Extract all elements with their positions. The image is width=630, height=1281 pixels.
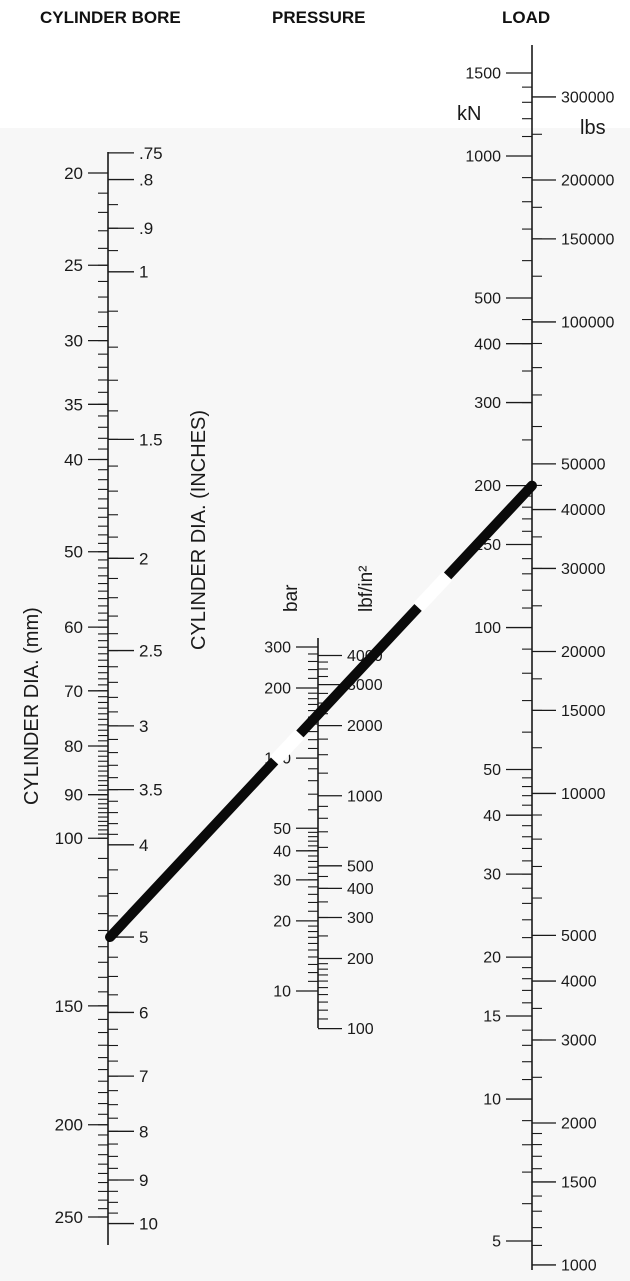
tick-label: 300000 (561, 90, 614, 107)
line-gap (413, 571, 453, 612)
tick-label: 2.5 (139, 641, 163, 660)
tick-label: 30 (273, 872, 291, 889)
tick-label: 500 (474, 291, 501, 308)
example-line (105, 480, 537, 943)
tick-label: 50 (483, 762, 501, 779)
tick-label: 5 (139, 928, 148, 947)
tick-label: 25 (64, 256, 83, 275)
pressure-scale: 3002001005040302010400030002000100050040… (264, 638, 383, 1038)
tick-label: 3 (139, 717, 148, 736)
tick-label: 20000 (561, 644, 606, 661)
tick-label: 35 (64, 395, 83, 414)
tick-label: 1500 (561, 1175, 597, 1192)
tick-label: 3000 (347, 677, 383, 694)
tick-label: 80 (64, 737, 83, 756)
tick-label: 3.5 (139, 781, 163, 800)
tick-label: 10 (483, 1092, 501, 1109)
psi-axis-label: lbf/in² (356, 566, 377, 612)
tick-label: 200 (347, 951, 374, 968)
load-header: LOAD (502, 8, 551, 27)
tick-label: 1000 (347, 788, 383, 805)
tick-label: 100 (347, 1021, 374, 1038)
tick-label: 300 (264, 640, 291, 657)
tick-label: 100 (474, 620, 501, 637)
tick-label: 1 (139, 263, 148, 282)
tick-label: 2000 (561, 1116, 597, 1133)
inches-axis-label: CYLINDER DIA. (INCHES) (188, 410, 210, 650)
tick-label: 1500 (465, 66, 501, 83)
tick-label: 250 (55, 1208, 83, 1227)
tick-label: 40 (64, 450, 83, 469)
mm-axis-label: CYLINDER DIA. (mm) (21, 607, 43, 805)
line-gap (269, 729, 305, 766)
tick-label: 6 (139, 1003, 148, 1022)
tick-label: 200 (474, 478, 501, 495)
tick-label: 40 (483, 808, 501, 825)
tick-label: 4 (139, 836, 148, 855)
tick-label: 100000 (561, 315, 614, 332)
tick-label: 300 (347, 910, 374, 927)
tick-label: 60 (64, 618, 83, 637)
tick-label: .9 (139, 219, 153, 238)
lbs-unit-label: lbs (580, 117, 606, 139)
tick-label: 500 (347, 858, 374, 875)
bore-header: CYLINDER BORE (40, 8, 181, 27)
tick-label: 400 (474, 336, 501, 353)
tick-label: 50 (273, 821, 291, 838)
bore-scale: 20253035405060708090100150200250.75.8.91… (55, 144, 163, 1245)
tick-label: 8 (139, 1122, 148, 1141)
kn-unit-label: kN (457, 103, 481, 125)
tick-label: 1000 (561, 1258, 597, 1275)
tick-label: 30 (483, 867, 501, 884)
tick-label: 30 (64, 332, 83, 351)
tick-label: 2000 (347, 718, 383, 735)
tick-label: 5000 (561, 928, 597, 945)
tick-label: 400 (347, 881, 374, 898)
tick-label: 4000 (561, 974, 597, 991)
tick-label: 40000 (561, 502, 606, 519)
bar-axis-label: bar (281, 584, 302, 612)
tick-label: 40 (273, 843, 291, 860)
tick-label: 2 (139, 549, 148, 568)
tick-label: 20 (273, 913, 291, 930)
tick-label: 150 (55, 997, 83, 1016)
tick-label: 15000 (561, 703, 606, 720)
tick-label: 9 (139, 1171, 148, 1190)
tick-label: 50 (64, 543, 83, 562)
pressure-header: PRESSURE (272, 8, 366, 27)
tick-label: 200000 (561, 173, 614, 190)
tick-label: 200 (55, 1116, 83, 1135)
tick-label: 20 (64, 164, 83, 183)
tick-label: .8 (139, 171, 153, 190)
tick-label: 200 (264, 681, 291, 698)
tick-label: 10000 (561, 786, 606, 803)
tick-label: 5 (492, 1234, 501, 1251)
tick-label: 70 (64, 682, 83, 701)
tick-label: 3000 (561, 1033, 597, 1050)
tick-label: .75 (139, 144, 163, 163)
tick-label: 150000 (561, 231, 614, 248)
tick-label: 1000 (465, 149, 501, 166)
tick-label: 30000 (561, 561, 606, 578)
example-reading-line (105, 480, 537, 943)
tick-label: 20 (483, 950, 501, 967)
tick-label: 7 (139, 1067, 148, 1086)
tick-label: 90 (64, 786, 83, 805)
tick-label: 1.5 (139, 430, 163, 449)
tick-label: 10 (273, 984, 291, 1001)
tick-label: 15 (483, 1009, 501, 1026)
tick-label: 100 (55, 829, 83, 848)
load-scale: 1500100050040030020015010050403020151053… (465, 45, 614, 1275)
tick-label: 10 (139, 1215, 158, 1234)
tick-label: 50000 (561, 456, 606, 473)
tick-label: 300 (474, 395, 501, 412)
